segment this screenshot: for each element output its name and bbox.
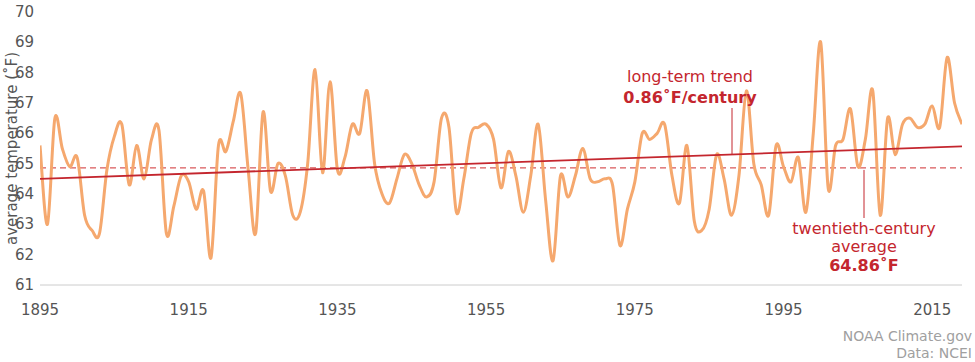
average-leader xyxy=(864,170,865,218)
x-tick-label: 2015 xyxy=(913,301,951,319)
average-line xyxy=(40,167,962,168)
trend-rate-label: 0.86˚F/century xyxy=(623,88,757,107)
average-label: average xyxy=(831,237,897,256)
x-tick-label: 1995 xyxy=(764,301,802,319)
trend-leader xyxy=(732,108,733,154)
chart: 6162636465666768697018951915193519551975… xyxy=(0,0,975,362)
source-text: Data: NCEI xyxy=(896,345,972,361)
y-tick-label: 69 xyxy=(15,33,34,51)
y-tick-label: 70 xyxy=(15,3,34,21)
average-label: twentieth-century xyxy=(792,219,935,238)
trend-label: long-term trend xyxy=(627,67,753,86)
x-tick-label: 1895 xyxy=(21,301,59,319)
x-tick-label: 1975 xyxy=(616,301,654,319)
x-tick-label: 1935 xyxy=(318,301,356,319)
x-tick-label: 1915 xyxy=(170,301,208,319)
average-value-label: 64.86˚F xyxy=(829,256,899,275)
y-tick-label: 61 xyxy=(15,276,34,294)
temperature-line xyxy=(40,42,962,261)
y-tick-label: 62 xyxy=(15,246,34,264)
plot-area xyxy=(40,42,962,261)
source-text: NOAA Climate.gov xyxy=(843,328,972,344)
trend-line xyxy=(40,146,962,178)
x-axis-line xyxy=(40,285,962,286)
x-tick-label: 1955 xyxy=(467,301,505,319)
y-axis-label: average temperature (˚F) xyxy=(3,52,21,245)
